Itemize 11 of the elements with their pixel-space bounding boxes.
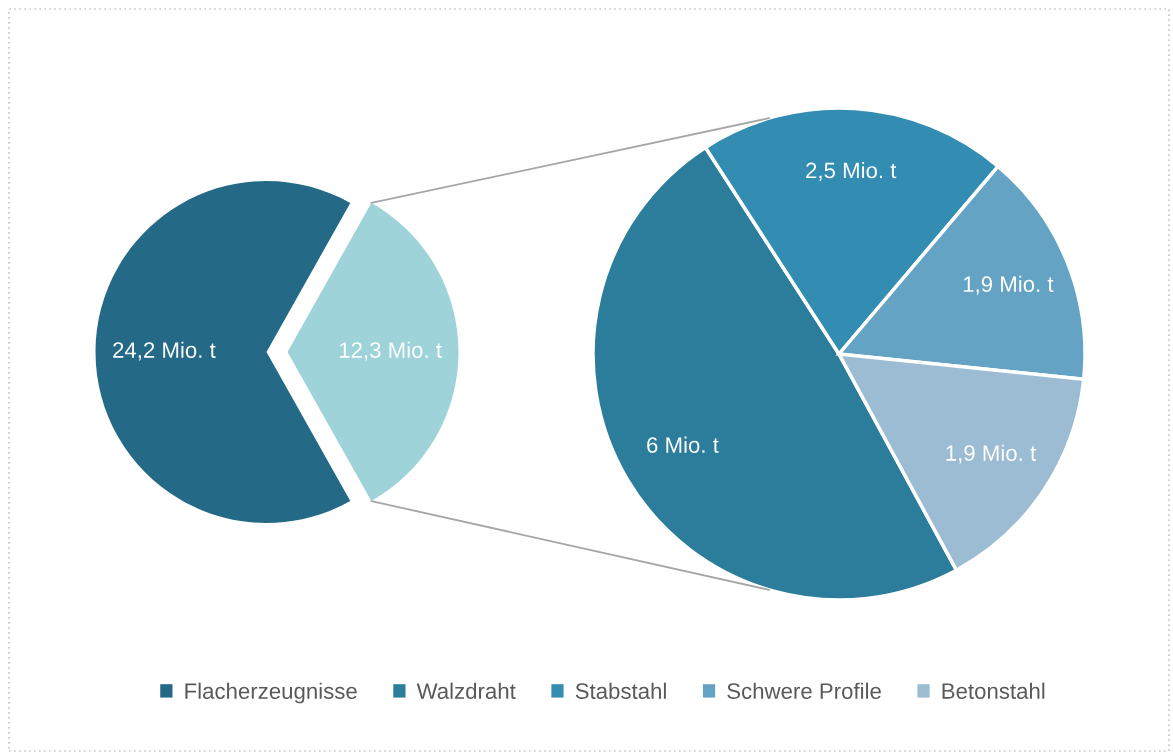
data-label: 12,3 Mio. t [339,341,442,361]
data-label: 24,2 Mio. t [113,341,216,361]
data-label: 1,9 Mio. t [963,275,1054,295]
legend-label: Stabstahl [575,682,666,699]
legend-label: Betonstahl [942,682,1045,699]
legend-label: Walzdraht [416,682,516,699]
legend-label: Schwere Profile [727,682,881,699]
data-label: 2,5 Mio. t [806,161,897,181]
legend-label: Flacherzeugnisse [185,682,357,704]
data-label: 6 Mio. t [647,436,719,453]
data-label: 1,9 Mio. t [946,444,1036,464]
